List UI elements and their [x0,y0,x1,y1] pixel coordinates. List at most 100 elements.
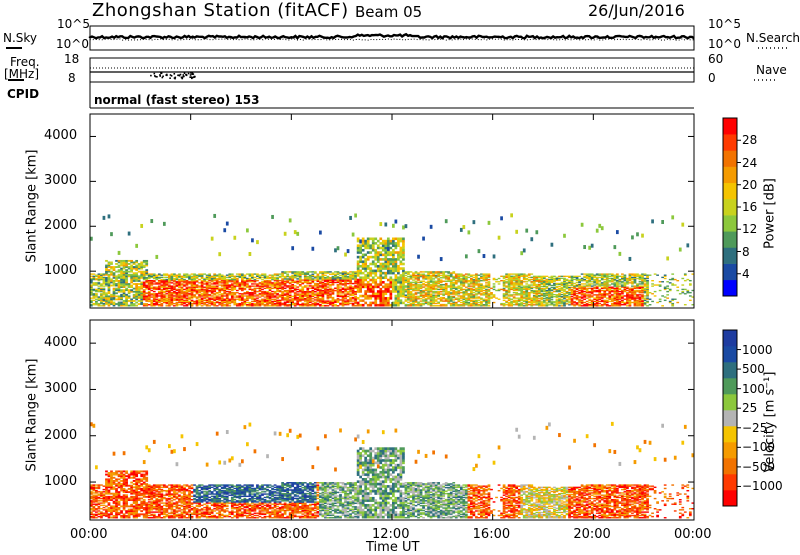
heatmap-cell [384,276,387,279]
heatmap-cell [379,290,382,293]
heatmap-cell [271,301,274,302]
heatmap-cell [203,300,206,301]
heatmap-cell [392,267,395,270]
heatmap-cell [624,275,627,276]
heatmap-cell [329,271,332,272]
heatmap-cell [598,289,601,290]
heatmap-cell [362,244,365,247]
heatmap-cell [425,288,428,289]
heatmap-cell [402,242,405,245]
heatmap-cell [523,305,526,306]
heatmap-cell [176,292,179,293]
heatmap-cell [201,297,204,298]
heatmap-cell [593,279,596,280]
heatmap-cell [377,251,380,254]
heatmap-cell [395,283,398,286]
heatmap-cell [150,280,153,281]
heatmap-cell [586,280,589,281]
heatmap-cell [636,273,639,274]
heatmap-cell [395,258,398,261]
heatmap-cell [415,292,418,293]
freq-dot [170,74,172,76]
heatmap-cell [153,287,156,288]
heatmap-cell [367,238,370,241]
heatmap-cell [186,297,189,298]
heatmap-cell [400,288,403,291]
heatmap-cell [367,247,370,250]
heatmap-cell [311,278,314,279]
heatmap-cell [284,271,287,272]
heatmap-cell [626,292,629,293]
heatmap-cell [415,296,418,297]
heatmap-cell [626,278,629,279]
heatmap-cell [465,276,468,277]
heatmap-cell [143,260,146,262]
heatmap-cell [299,293,302,294]
heatmap-cell [359,265,362,268]
heatmap-cell [246,278,249,279]
heatmap-cell [284,290,287,291]
heatmap-cell [135,265,138,267]
heatmap-cell [133,261,136,263]
heatmap-cell [191,276,194,277]
heatmap-cell [440,257,443,261]
heatmap-cell [163,294,166,295]
heatmap-cell [357,286,360,289]
heatmap-cell [457,304,460,305]
heatmap-cell [294,292,297,293]
heatmap-cell [593,301,596,302]
heatmap-cell [405,304,408,305]
heatmap-cell [339,295,342,296]
heatmap-cell [384,292,387,295]
heatmap-cell [93,300,96,301]
heatmap-cell [369,251,372,254]
heatmap-cell [364,242,367,245]
heatmap-cell [181,283,184,284]
heatmap-cell [480,293,483,294]
heatmap-cell [160,284,163,285]
heatmap-cell [473,277,476,278]
heatmap-cell [601,273,604,274]
heatmap-cell [218,281,221,282]
heatmap-cell [128,274,131,276]
heatmap-cell [201,273,204,274]
heatmap-cell [591,273,594,274]
heatmap-cell [274,299,277,300]
heatmap-cell [379,247,382,250]
heatmap-cell [503,300,506,301]
heatmap-cell [581,283,584,284]
heatmap-cell [488,281,491,282]
heatmap-cell [166,287,169,288]
heatmap-cell [372,270,375,273]
heatmap-cell [636,283,639,284]
freq-dot [162,76,164,78]
heatmap-cell [389,281,392,284]
heatmap-cell [488,221,491,225]
heatmap-cell [115,263,118,265]
heatmap-cell [528,304,531,305]
heatmap-cell [342,288,345,289]
heatmap-cell [384,260,387,263]
heatmap-cell [470,278,473,279]
heatmap-cell [337,305,340,306]
heatmap-cell [392,260,395,263]
heatmap-cell [468,293,471,294]
heatmap-cell [314,283,317,284]
heatmap-cell [601,226,604,230]
heatmap-cell [279,300,282,301]
heatmap-cell [400,251,403,254]
heatmap-cell [402,238,405,241]
heatmap-cell [181,295,184,296]
heatmap-cell [364,279,367,282]
heatmap-cell [284,302,287,303]
heatmap-cell [621,281,624,282]
heatmap-cell [611,273,614,274]
heatmap-cell [208,284,211,285]
heatmap-cell [558,288,561,289]
heatmap-cell [362,299,365,302]
heatmap-cell [578,304,581,305]
heatmap-cell [452,276,455,277]
heatmap-cell [150,290,153,291]
heatmap-cell [392,286,395,289]
heatmap-cell [261,273,264,274]
